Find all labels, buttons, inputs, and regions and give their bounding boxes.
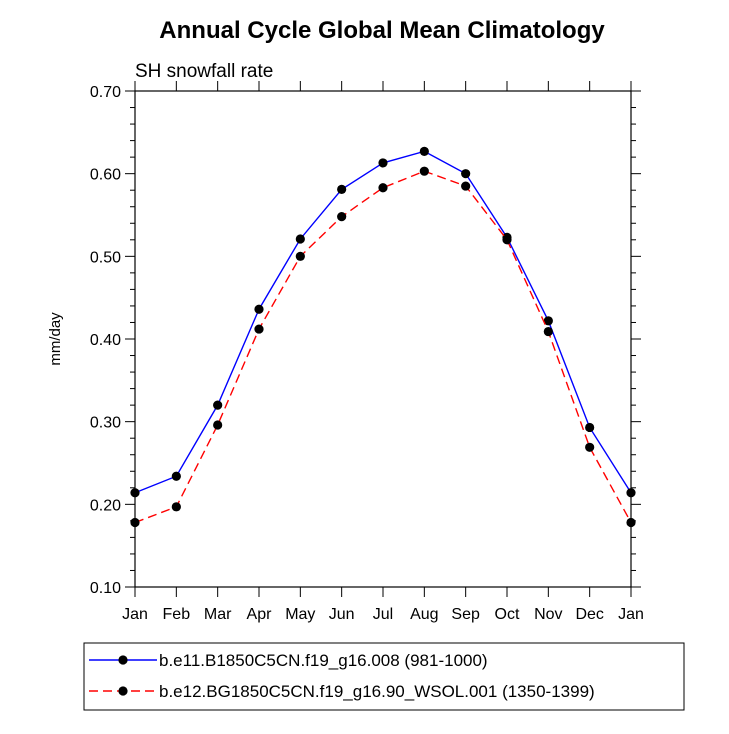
x-tick-label: Apr <box>247 606 273 623</box>
y-tick-label: 0.10 <box>90 580 121 597</box>
x-tick-label: Jul <box>373 606 393 623</box>
x-tick-label: Sep <box>451 606 480 623</box>
series-2-point <box>461 181 471 191</box>
x-tick-label: Oct <box>495 606 520 623</box>
y-tick-label: 0.60 <box>90 167 121 184</box>
series-1-point <box>337 184 347 194</box>
series-2-point <box>130 517 140 528</box>
y-axis-label: mm/day <box>47 312 64 366</box>
series-2-point <box>213 420 223 430</box>
x-tick-label: May <box>285 606 315 623</box>
y-tick-label: 0.20 <box>90 497 121 514</box>
plot-area: 0.10 0.20 0.30 0.40 0.50 0.60 0.70 Jan Feb Mar Apr… <box>90 81 644 623</box>
series-1-point <box>419 146 429 156</box>
series-2-point <box>378 183 388 193</box>
series-2-point <box>626 517 636 528</box>
legend-marker-1 <box>118 655 128 665</box>
series-2-point <box>337 212 347 222</box>
series-1-point <box>295 234 305 244</box>
series-1-point <box>254 304 264 314</box>
y-tick-label: 0.70 <box>90 84 121 101</box>
series-2-point <box>502 235 512 245</box>
series-1-point <box>171 471 181 481</box>
x-tick-label: Mar <box>204 606 232 623</box>
y-tick-label: 0.40 <box>90 332 121 349</box>
series-2-point <box>254 324 264 334</box>
series-1-point <box>585 422 595 433</box>
legend: b.e11.B1850C5CN.f19_g16.008 (981-1000) b.… <box>83 642 685 711</box>
series-1-point <box>461 169 471 179</box>
legend-marker-2 <box>118 686 128 696</box>
x-tick-label: Aug <box>410 606 438 623</box>
series-1-point <box>378 158 388 168</box>
legend-label-1: b.e11.B1850C5CN.f19_g16.008 (981-1000) <box>159 651 488 670</box>
series-1-point <box>543 316 553 326</box>
x-tick-label: Nov <box>534 606 562 623</box>
series-line-2 <box>134 170 632 524</box>
chart-title: Annual Cycle Global Mean Climatology <box>159 17 605 44</box>
series-2-point <box>171 502 181 512</box>
chart-subtitle: SH snowfall rate <box>135 61 273 82</box>
x-tick-label: Jan <box>122 606 148 623</box>
x-tick-label: Jun <box>329 606 355 623</box>
series-1-point <box>213 400 223 410</box>
legend-label-2: b.e12.BG1850C5CN.f19_g16.90_WSOL.001 (13… <box>159 682 595 701</box>
series-2-point <box>295 251 305 261</box>
y-tick-label: 0.30 <box>90 415 121 432</box>
series-2-point <box>585 442 595 452</box>
x-tick-label: Dec <box>575 606 603 623</box>
series-2-point <box>543 326 553 337</box>
legend-box <box>83 642 685 711</box>
series-2-point <box>419 166 429 176</box>
x-tick-label: Feb <box>163 606 191 623</box>
series-1-point <box>626 488 636 498</box>
y-tick-label: 0.50 <box>90 249 121 266</box>
x-tick-label: Jan <box>618 606 644 623</box>
series-1-point <box>130 488 140 498</box>
